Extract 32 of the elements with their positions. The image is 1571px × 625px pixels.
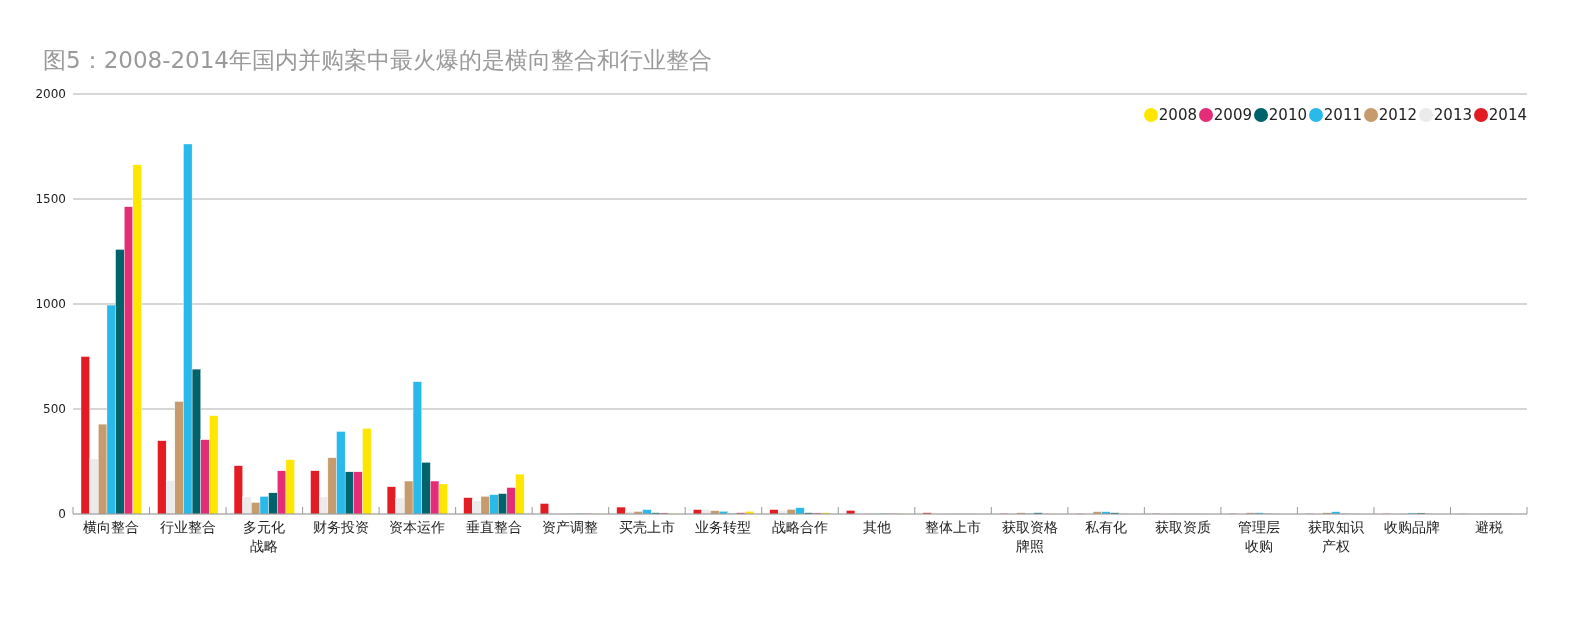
x-tick-label: 资产调整 [542,519,599,535]
x-tick-label: 垂直整合 [465,519,522,535]
x-tick-label: 收购品牌 [1384,519,1441,535]
x-tick-label: 横向整合 [83,519,140,535]
y-tick-label: 0 [58,507,66,521]
legend-label: 2009 [1213,106,1252,124]
x-tick-label: 避税 [1474,519,1503,535]
legend-label: 2014 [1488,106,1527,124]
x-tick-label: 获取知识产权 [1307,519,1364,554]
x-tick-label: 多元化战略 [243,519,286,554]
y-tick-label: 1000 [35,297,66,311]
legend-label: 2008 [1158,106,1197,124]
legend-label: 2011 [1323,106,1362,124]
x-tick-label: 其他 [862,519,891,535]
y-tick-label: 1500 [35,192,66,206]
chart-title: 图5：2008-2014年国内并购案中最火爆的是横向整合和行业整合 [43,47,712,73]
x-tick-label: 战略合作 [772,519,828,535]
x-tick-label: 买壳上市 [618,519,675,535]
x-tick-label: 获取资格牌照 [1001,519,1058,554]
y-tick-label: 500 [43,402,66,416]
legend-label: 2010 [1268,106,1307,124]
y-tick-label: 2000 [35,87,66,101]
legend-label: 2013 [1433,106,1472,124]
legend-label: 2012 [1378,106,1417,124]
x-tick-label: 获取资质 [1154,519,1211,535]
x-tick-label: 财务投资 [312,519,369,535]
x-tick-label: 行业整合 [159,519,216,535]
x-tick-label: 管理层收购 [1238,519,1281,554]
x-tick-label: 业务转型 [695,519,752,535]
x-tick-label: 资本运作 [389,519,446,535]
x-tick-label: 私有化 [1085,519,1128,535]
x-tick-label: 整体上市 [925,519,982,535]
